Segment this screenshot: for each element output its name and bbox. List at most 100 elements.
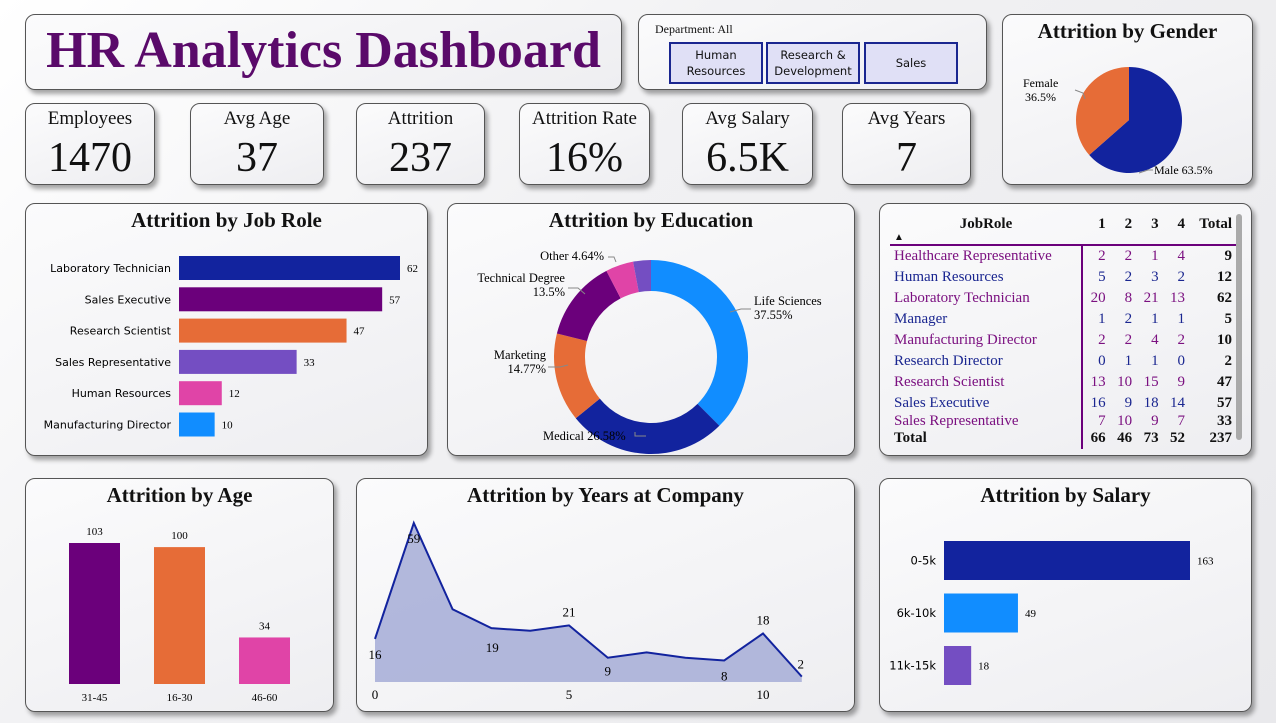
donut-slice-other — [606, 261, 639, 299]
leader-line — [634, 432, 646, 437]
value-cell: 1 — [1151, 311, 1159, 327]
slice-label: 37.55% — [754, 308, 793, 322]
sort-ascending-icon[interactable]: ▲ — [894, 232, 904, 243]
table-row[interactable]: Manufacturing Director 2 2 4 2 10 — [890, 330, 1236, 351]
leader-line — [568, 287, 586, 295]
kpi-label: Employees — [47, 108, 133, 129]
slice-label: Marketing — [494, 348, 547, 362]
value-cell: 18 — [1143, 395, 1159, 411]
donut-slice-technical-degree — [556, 270, 621, 341]
table-row[interactable]: Sales Executive 16 9 18 14 57 — [890, 393, 1236, 414]
attrition-by-education-card: Attrition by Education Life Sciences 37.5… — [447, 203, 855, 456]
slicer-option-research-development[interactable]: Research & Development — [766, 42, 860, 84]
value-cell: 0 — [1098, 353, 1106, 369]
page-title: HR Analytics Dashboard — [46, 22, 601, 79]
slice-label: Other 4.64% — [540, 249, 604, 263]
donut-slice-marketing — [554, 333, 600, 419]
header-row: JobRole ▲ 1 2 3 4 Total — [890, 212, 1236, 246]
value-cell: 2 — [1124, 248, 1133, 264]
value-cell: 2 — [1124, 269, 1133, 285]
category-label: 0-5k — [911, 554, 937, 568]
job-role-cell: Healthcare Representative — [890, 245, 1084, 267]
value-cell: 2 — [1177, 269, 1186, 285]
bar-16-30 — [154, 547, 205, 684]
chart-title: Attrition by Job Role — [131, 208, 322, 232]
chart-title: Attrition by Salary — [980, 483, 1151, 507]
bar-6k-10k — [944, 593, 1018, 633]
attrition-by-years-card: Attrition by Years at Company 16 59 19 21 9 8… — [356, 478, 855, 712]
bar-research-scientist — [179, 318, 347, 343]
data-label: 100 — [171, 530, 188, 542]
kpi-value: 1470 — [48, 135, 132, 181]
series-line — [374, 520, 803, 678]
kpi-label: Avg Age — [223, 108, 291, 129]
pie-slice-male — [1089, 67, 1182, 173]
value-cell: 5 — [1098, 269, 1106, 285]
slice-label: 36.5% — [1025, 90, 1056, 104]
column-header-1[interactable]: 1 — [1082, 212, 1110, 246]
table-row[interactable]: Laboratory Technician 20 8 21 13 62 — [890, 288, 1236, 309]
table-row[interactable]: Healthcare Representative 2 2 1 4 9 — [890, 245, 1236, 267]
scrollbar[interactable] — [1236, 214, 1242, 440]
table-row[interactable]: Manager 1 2 1 1 5 — [890, 309, 1236, 330]
job-role-cell: Laboratory Technician — [890, 288, 1084, 309]
bar-31-45 — [69, 543, 120, 684]
column-header-4[interactable]: 4 — [1162, 212, 1190, 246]
category-label: 16-30 — [167, 692, 193, 704]
job-role-cell: Sales Representative — [890, 414, 1084, 428]
x-tick-label: 0 — [372, 687, 379, 702]
bar-46-60 — [239, 637, 290, 684]
table-row[interactable]: Research Director 0 1 1 0 2 — [890, 351, 1236, 372]
job-role-matrix-card: JobRole ▲ 1 2 3 4 Total Healthcare Representati… — [879, 203, 1252, 456]
data-label: 21 — [563, 604, 576, 619]
kpi-avg-salary: Avg Salary 6.5K — [682, 103, 813, 185]
total-cell: 10 — [1217, 332, 1232, 348]
data-label: 33 — [304, 357, 316, 369]
total-value: 237 — [1209, 430, 1233, 446]
donut-slice-life-sciences — [651, 260, 748, 426]
category-label: Research Scientist — [70, 325, 172, 338]
slicer-option-sales[interactable]: Sales — [864, 42, 958, 84]
kpi-value: 6.5K — [706, 135, 789, 181]
data-label: 57 — [389, 294, 401, 306]
slice-label: Female — [1023, 76, 1058, 90]
job-role-cell: Research Scientist — [890, 372, 1084, 393]
data-label: 10 — [222, 420, 234, 432]
category-label: Laboratory Technician — [50, 262, 171, 275]
column-header-2[interactable]: 2 — [1109, 212, 1137, 246]
kpi-avg-years: Avg Years 7 — [842, 103, 971, 185]
category-label: 31-45 — [82, 692, 108, 704]
job-role-bar-chart: Laboratory Technician 62 Sales Executive 57… — [44, 256, 418, 437]
column-header-total[interactable]: Total — [1189, 212, 1236, 246]
category-label: Human Resources — [72, 387, 172, 400]
kpi-employees: Employees 1470 — [25, 103, 155, 185]
column-header-3[interactable]: 3 — [1136, 212, 1163, 246]
slice-label: Technical Degree — [477, 271, 565, 285]
bar-sales-representative — [179, 349, 297, 374]
value-cell: 1 — [1151, 353, 1159, 369]
table-row[interactable]: Human Resources 5 2 3 2 12 — [890, 267, 1236, 288]
job-role-cell: Sales Executive — [890, 393, 1084, 414]
category-label: 11k-15k — [889, 659, 936, 673]
table-row[interactable]: Research Scientist 13 10 15 9 47 — [890, 372, 1236, 393]
slicer-option-human-resources[interactable]: Human Resources — [669, 42, 763, 84]
bar-human-resources — [179, 381, 222, 406]
total-label: Total — [890, 428, 1084, 449]
kpi-avg-age: Avg Age 37 — [190, 103, 324, 185]
column-header-jobrole[interactable]: JobRole ▲ — [890, 212, 1083, 246]
total-value: 46 — [1117, 430, 1133, 446]
chart-title: Attrition by Education — [548, 208, 754, 232]
leader-line — [1074, 89, 1086, 100]
total-value: 52 — [1170, 430, 1186, 446]
data-label: 8 — [721, 668, 728, 683]
data-label: 16 — [369, 647, 383, 662]
table-row[interactable]: Sales Representative 7 10 9 7 33 — [890, 414, 1236, 428]
value-cell: 16 — [1090, 395, 1106, 411]
category-label: Manufacturing Director — [44, 419, 172, 432]
data-label: 18 — [978, 661, 990, 673]
years-area-chart: 16 59 19 21 9 8 18 2 0 5 10 — [369, 520, 804, 702]
kpi-value: 16% — [546, 135, 623, 181]
pie-slice-female — [1076, 67, 1129, 156]
data-label: 9 — [605, 664, 612, 679]
